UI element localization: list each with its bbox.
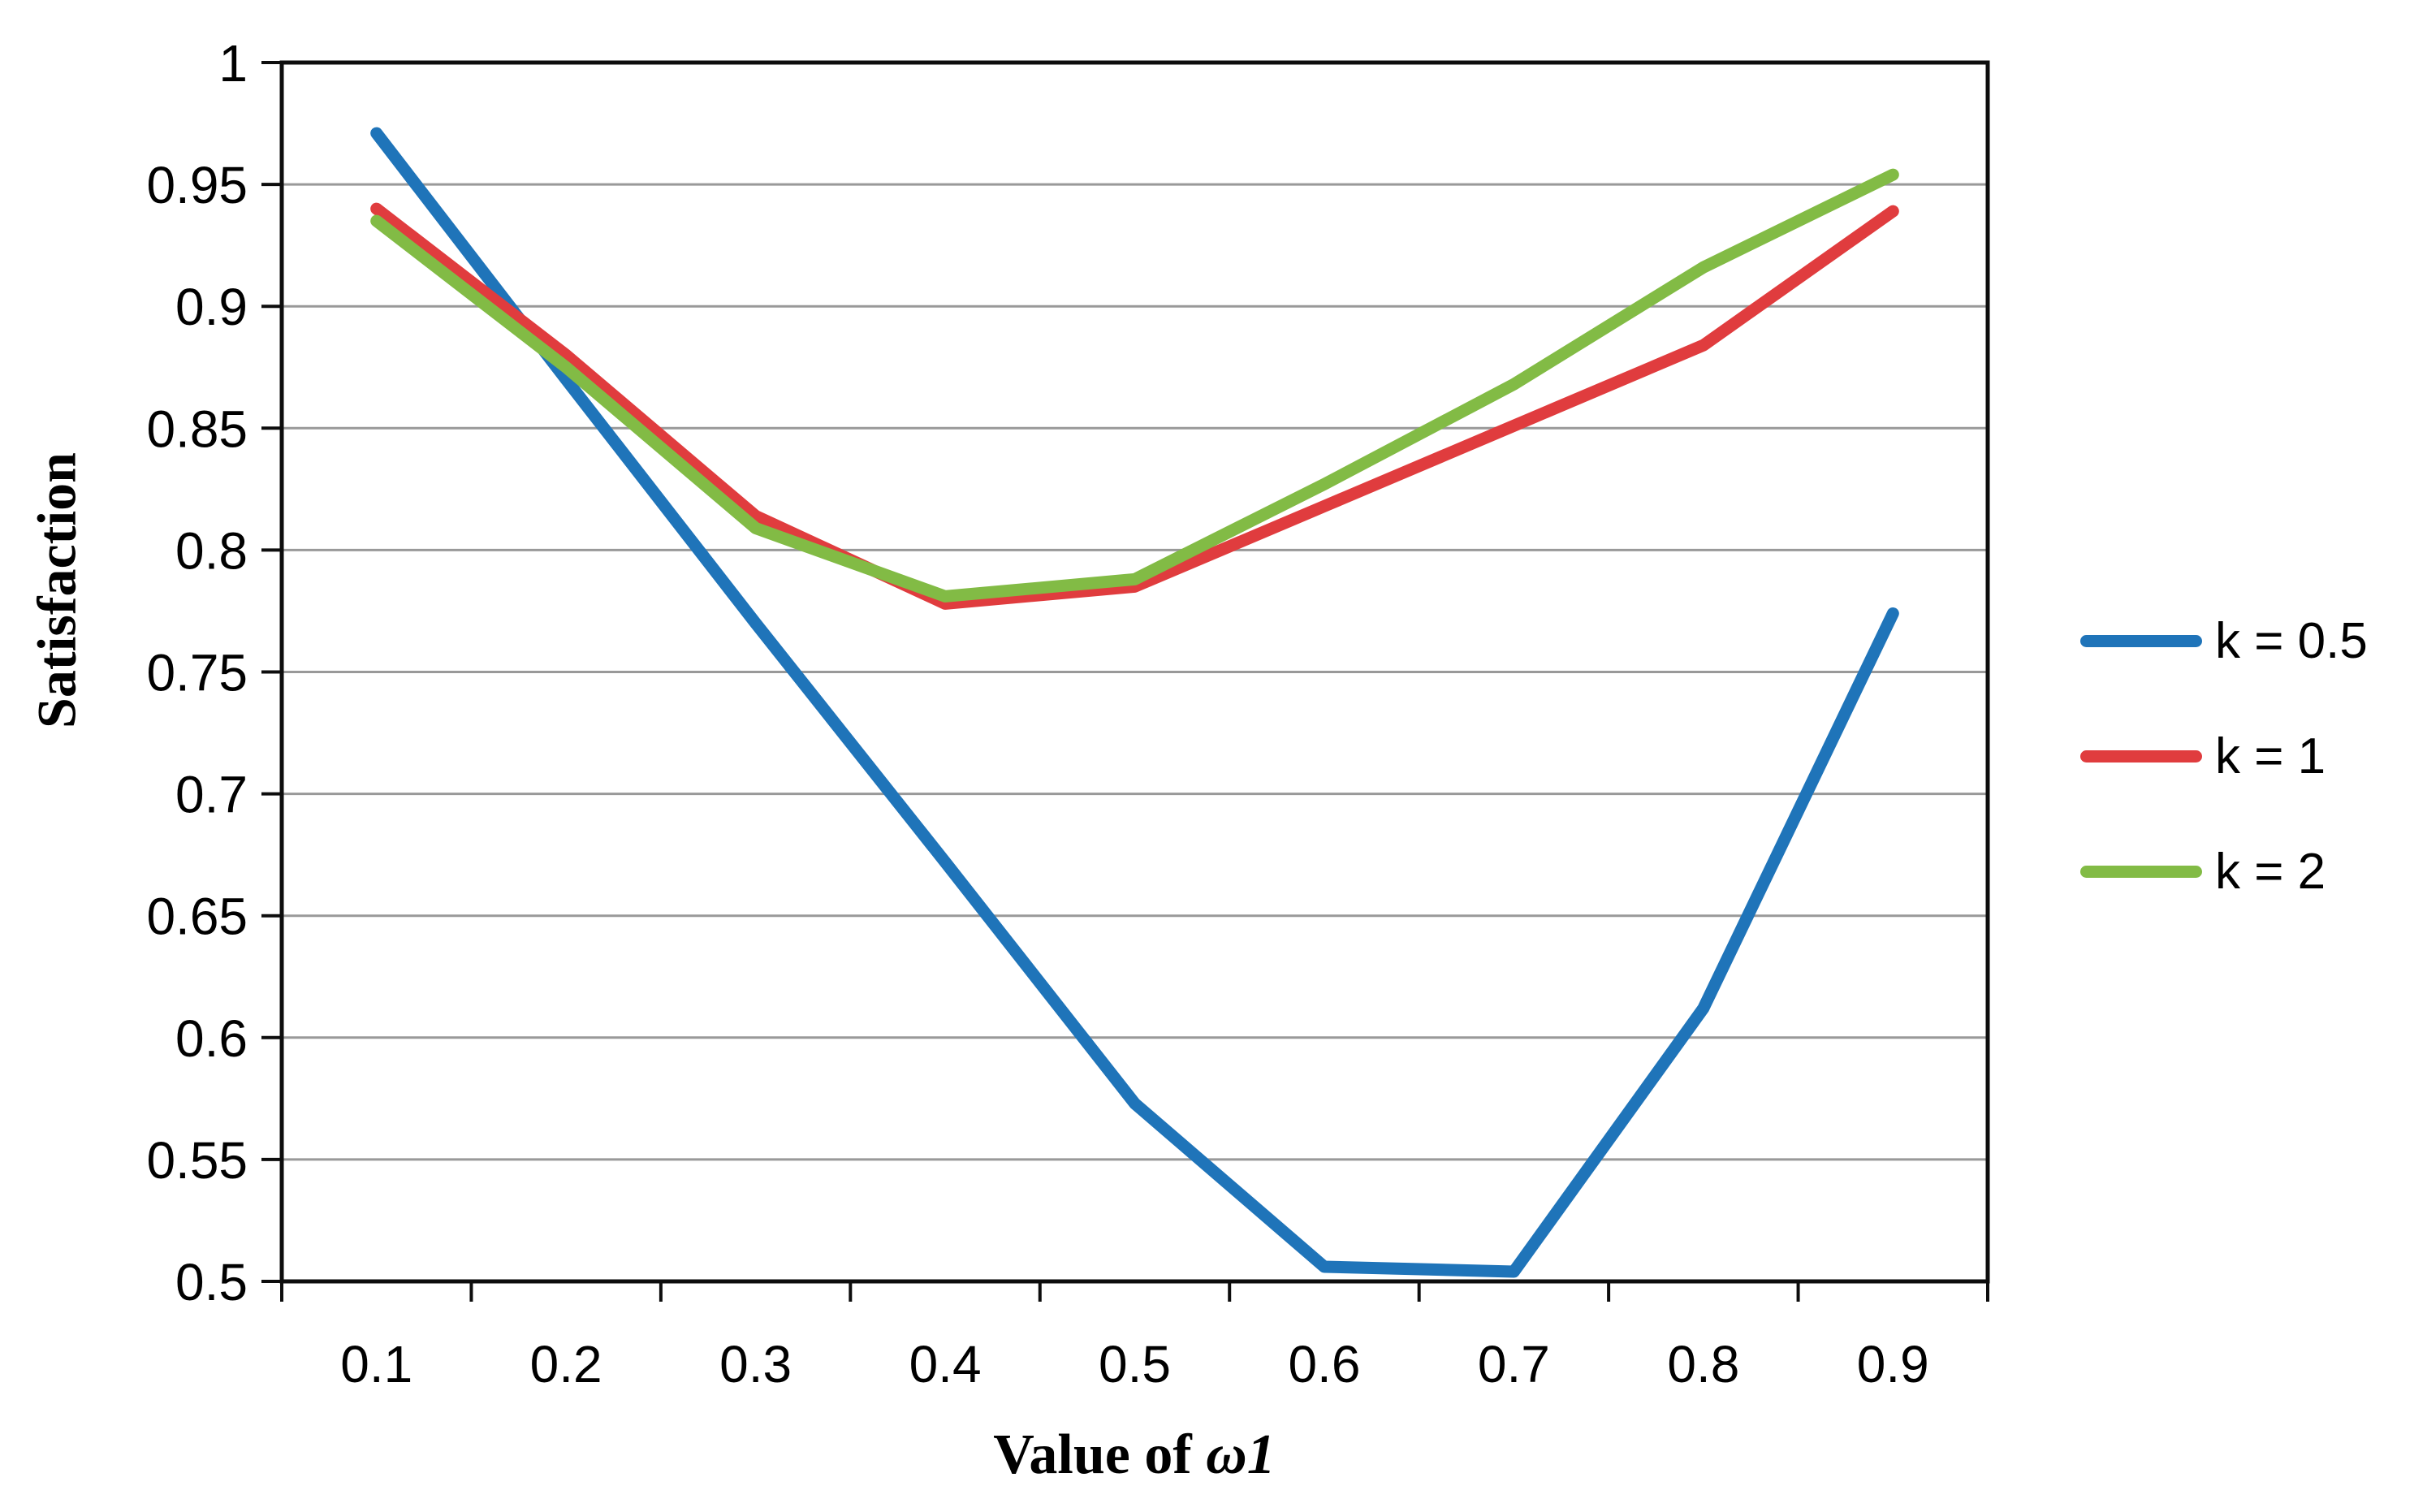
y-tick-label: 0.7: [175, 766, 248, 824]
x-tick-label: 0.6: [1288, 1335, 1360, 1393]
x-tick-label: 0.4: [909, 1335, 982, 1393]
legend-label: k = 1: [2215, 728, 2326, 784]
x-tick-label: 0.2: [530, 1335, 602, 1393]
y-tick-label: 0.9: [175, 278, 248, 336]
legend-line-sample: [2080, 750, 2202, 762]
y-tick-label: 0.6: [175, 1009, 248, 1068]
y-tick-label: 0.5: [175, 1253, 248, 1311]
x-tick-label: 0.5: [1099, 1335, 1171, 1393]
x-tick-label: 0.8: [1667, 1335, 1739, 1393]
y-tick-label: 0.8: [175, 521, 248, 580]
series-line-k=2: [370, 168, 1899, 603]
y-tick-label: 1: [218, 34, 248, 93]
series-line-k=1: [370, 202, 1899, 610]
legend-item: k = 1: [2080, 728, 2368, 784]
y-tick-label: 0.65: [146, 888, 248, 946]
legend-line-sample: [2080, 865, 2202, 878]
x-axis-title-text: Value of: [993, 1423, 1207, 1486]
y-tick-label: 0.55: [146, 1131, 248, 1190]
x-tick-label: 0.1: [340, 1335, 412, 1393]
legend-item: k = 2: [2080, 844, 2368, 900]
legend-item: k = 0.5: [2080, 613, 2368, 669]
y-tick-label: 0.95: [146, 156, 248, 214]
legend-line-sample: [2080, 634, 2202, 647]
y-tick-label: 0.75: [146, 644, 248, 702]
legend-label: k = 2: [2215, 843, 2326, 900]
x-axis-title-omega: ω1: [1206, 1423, 1276, 1486]
y-axis-title: Satisfaction: [25, 452, 88, 728]
y-tick-label: 0.85: [146, 400, 248, 458]
x-tick-label: 0.7: [1478, 1335, 1550, 1393]
x-tick-label: 0.9: [1857, 1335, 1929, 1393]
legend-label: k = 0.5: [2215, 612, 2368, 669]
series-line-k=0.5: [370, 127, 1899, 1278]
x-axis-title: Value of ω1: [993, 1423, 1276, 1488]
x-tick-label: 0.3: [719, 1335, 792, 1393]
chart-legend: k = 0.5 k = 1 k = 2: [2080, 613, 2368, 961]
